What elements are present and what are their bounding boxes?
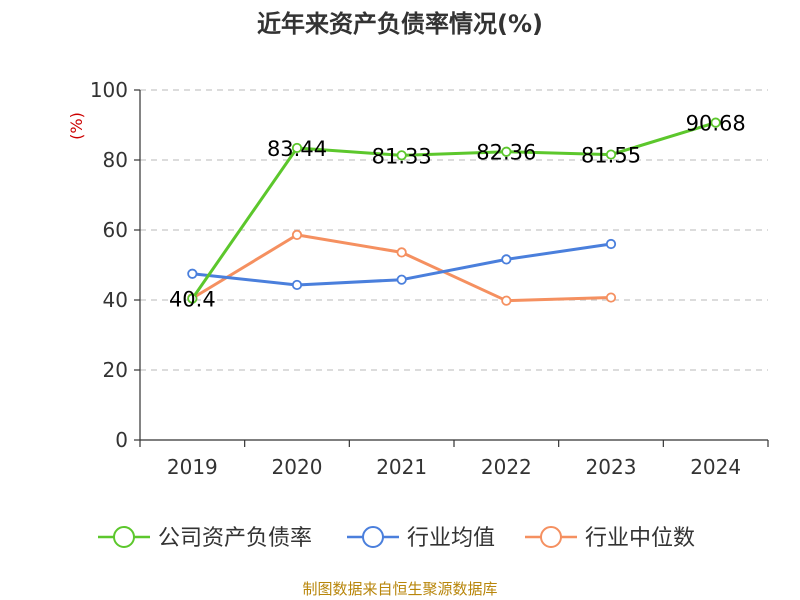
data-point — [291, 279, 303, 291]
data-point — [605, 149, 617, 160]
data-point — [187, 293, 198, 304]
data-label: 82.36 — [476, 141, 536, 165]
x-tick-label: 2019 — [167, 455, 218, 479]
y-tick-label: 100 — [90, 78, 128, 102]
series-lines — [187, 117, 721, 306]
data-point — [501, 295, 512, 306]
data-point — [291, 229, 303, 240]
series-line — [190, 233, 613, 303]
legend-entry: 公司资产负债率 — [158, 526, 312, 551]
data-point — [605, 238, 617, 250]
y-axis-unit: (%) — [67, 112, 86, 140]
series-line — [190, 121, 718, 301]
legend-entry: 行业均值 — [407, 526, 495, 551]
data-label: 83.44 — [267, 137, 327, 161]
data-point — [396, 150, 407, 161]
y-tick-label: 80 — [103, 148, 128, 172]
legend-entry: 行业中位数 — [585, 526, 695, 551]
grid-lines — [140, 89, 768, 371]
y-tick-label: 0 — [115, 428, 128, 452]
legend: 公司资产负债率 行业均值 行业中位数 — [98, 526, 695, 551]
data-labels: 40.4 83.44 81.33 82.36 81.55 90.68 — [169, 112, 746, 312]
data-point — [605, 292, 617, 303]
axes: 0 20 40 60 80 100 2019 2020 2021 2022 2023 2024 (%) — [67, 78, 769, 479]
x-tick-label: 2022 — [481, 455, 532, 479]
chart-title: 近年来资产负债率情况(%) — [257, 10, 543, 38]
x-tick-label: 2024 — [690, 455, 741, 479]
y-tick-label: 60 — [103, 218, 128, 242]
data-label: 81.55 — [581, 144, 641, 168]
data-point — [396, 247, 407, 258]
data-point — [187, 268, 198, 279]
legend-marker — [540, 526, 562, 548]
data-point — [291, 142, 303, 154]
source-note: 制图数据来自恒生聚源数据库 — [302, 580, 498, 598]
x-tick-label: 2020 — [272, 455, 323, 479]
y-tick-label: 40 — [103, 288, 128, 312]
data-label: 81.33 — [372, 144, 432, 168]
data-point — [396, 274, 407, 285]
data-point — [710, 117, 721, 128]
x-tick-label: 2023 — [586, 455, 637, 479]
x-tick-label: 2021 — [376, 455, 427, 479]
data-label: 40.4 — [169, 288, 216, 312]
legend-marker — [113, 526, 135, 548]
y-tick-label: 20 — [103, 358, 128, 382]
data-label: 90.68 — [686, 112, 746, 136]
legend-marker — [362, 526, 384, 548]
data-point — [501, 146, 512, 157]
data-point — [501, 254, 512, 265]
